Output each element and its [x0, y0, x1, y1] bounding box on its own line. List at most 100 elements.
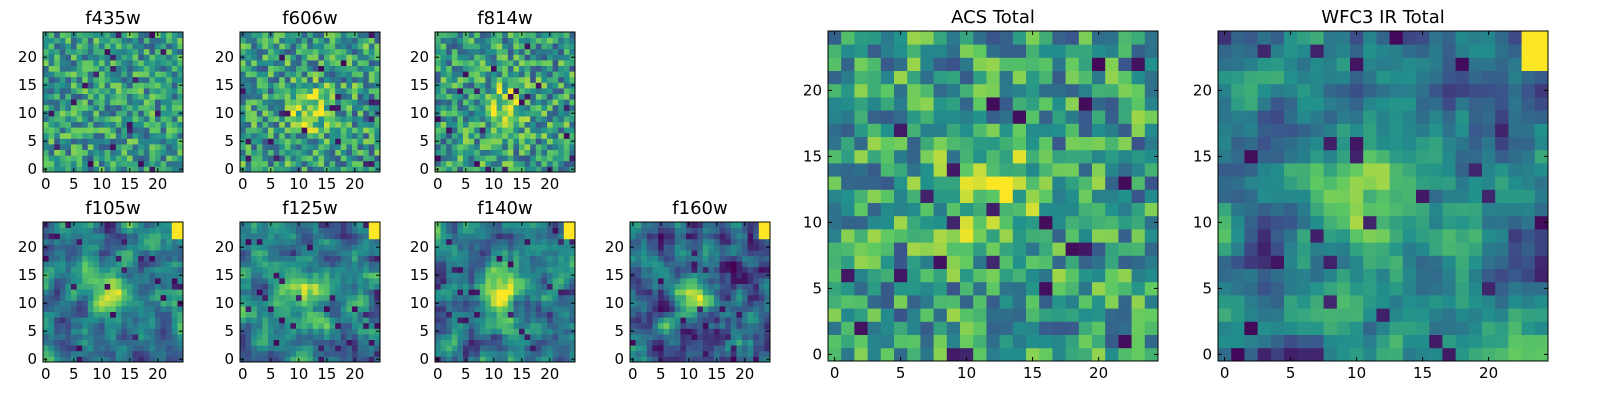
heatmap-cell	[257, 295, 263, 301]
heatmap-cell	[352, 289, 358, 295]
heatmap-cell	[54, 284, 60, 290]
heatmap-cell	[452, 110, 458, 116]
heatmap-cell	[731, 222, 737, 228]
heatmap-cell	[54, 340, 60, 346]
heatmap-cell	[525, 345, 531, 351]
heatmap-cell	[457, 272, 463, 278]
heatmap-cell	[480, 88, 486, 94]
heatmap-cell	[525, 317, 531, 323]
heatmap-cell	[121, 105, 127, 111]
heatmap-cell	[480, 306, 486, 312]
heatmap-cell	[262, 54, 268, 60]
heatmap-cell	[296, 328, 302, 334]
heatmap-cell	[508, 323, 514, 329]
heatmap-cell	[485, 222, 491, 228]
heatmap-cell	[558, 256, 564, 262]
heatmap-cell	[251, 228, 257, 234]
heatmap-cell	[435, 88, 441, 94]
heatmap-cell	[346, 116, 352, 122]
heatmap-cell	[841, 308, 855, 322]
heatmap-cell	[358, 328, 364, 334]
heatmap-cell	[43, 295, 49, 301]
heatmap-cell	[363, 239, 369, 245]
heatmap-cell	[497, 289, 503, 295]
heatmap-cell	[240, 239, 246, 245]
heatmap-cell	[553, 267, 559, 273]
heatmap-cell	[474, 49, 480, 55]
heatmap-cell	[121, 284, 127, 290]
heatmap-cell	[313, 161, 319, 167]
heatmap-cell	[127, 94, 133, 100]
heatmap-cell	[49, 161, 55, 167]
heatmap-cell	[536, 351, 542, 357]
heatmap-cell	[65, 222, 71, 228]
heatmap-cell	[60, 133, 66, 139]
heatmap-cell	[116, 88, 122, 94]
heatmap-cell	[172, 345, 178, 351]
heatmap-cell	[457, 328, 463, 334]
heatmap-cell	[497, 323, 503, 329]
heatmap-cell	[93, 144, 99, 150]
heatmap-cell	[720, 272, 726, 278]
heatmap-cell	[541, 88, 547, 94]
heatmap-cell	[502, 284, 508, 290]
heatmap-cell	[363, 144, 369, 150]
heatmap-cell	[485, 116, 491, 122]
heatmap-cell	[149, 284, 155, 290]
heatmap-cell	[725, 228, 731, 234]
heatmap-cell	[274, 155, 280, 161]
heatmap-cell	[105, 110, 111, 116]
heatmap-cell	[318, 105, 324, 111]
heatmap-cell	[274, 267, 280, 273]
heatmap-cell	[60, 116, 66, 122]
heatmap-cell	[547, 122, 553, 128]
heatmap-cell	[133, 122, 139, 128]
heatmap-cell	[318, 144, 324, 150]
heatmap-cell	[358, 300, 364, 306]
heatmap-cell	[88, 54, 94, 60]
heatmap-cell	[369, 256, 375, 262]
heatmap-cell	[302, 105, 308, 111]
heatmap-cell	[530, 272, 536, 278]
heatmap-cell	[519, 94, 525, 100]
heatmap-cell	[1092, 295, 1106, 309]
heatmap-cell	[60, 300, 66, 306]
heatmap-cell	[363, 328, 369, 334]
heatmap-cell	[446, 239, 452, 245]
heatmap-cell	[110, 345, 116, 351]
heatmap-cell	[121, 295, 127, 301]
heatmap-cell	[257, 228, 263, 234]
heatmap-cell	[257, 340, 263, 346]
heatmap-cell	[558, 284, 564, 290]
heatmap-cell	[77, 228, 83, 234]
heatmap-cell	[290, 38, 296, 44]
heatmap-cell	[491, 300, 497, 306]
heatmap-cell	[352, 133, 358, 139]
heatmap-cell	[708, 334, 714, 340]
heatmap-cell	[307, 105, 313, 111]
heatmap-cell	[60, 323, 66, 329]
heatmap-cell	[502, 289, 508, 295]
heatmap-cell	[93, 54, 99, 60]
heatmap-cell	[881, 269, 895, 283]
heatmap-cell	[110, 161, 116, 167]
heatmap-cell	[49, 345, 55, 351]
heatmap-cell	[318, 110, 324, 116]
heatmap-cell	[43, 49, 49, 55]
heatmap-cell	[133, 155, 139, 161]
heatmap-cell	[480, 161, 486, 167]
heatmap-cell	[99, 244, 105, 250]
heatmap-cell	[77, 144, 83, 150]
heatmap-cell	[330, 312, 336, 318]
heatmap-cell	[1039, 163, 1053, 177]
x-tick-label: 15	[512, 175, 531, 193]
heatmap-cell	[335, 284, 341, 290]
heatmap-cell	[973, 229, 987, 243]
heatmap-cell	[285, 233, 291, 239]
heatmap-cell	[658, 323, 664, 329]
heatmap-cell	[497, 312, 503, 318]
heatmap-cell	[43, 228, 49, 234]
heatmap-cell	[240, 116, 246, 122]
heatmap-cell	[457, 94, 463, 100]
